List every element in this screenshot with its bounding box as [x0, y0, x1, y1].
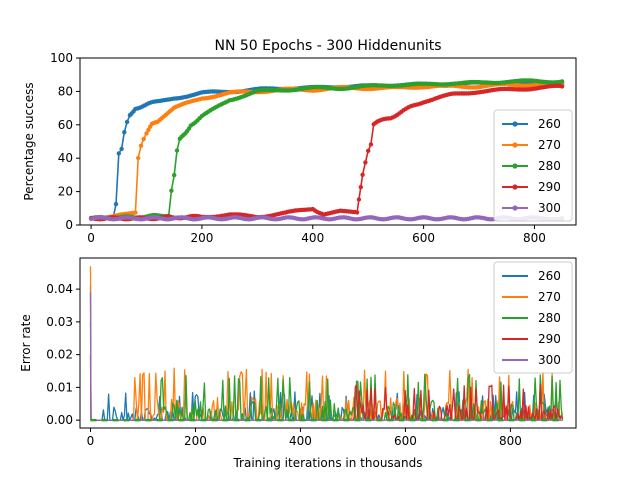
- success-legend-box: [493, 109, 573, 222]
- error-ytick-label: 0.00: [46, 413, 73, 427]
- error-legend: 260 270 280 290 300: [493, 261, 573, 374]
- error-series: [89, 266, 564, 422]
- success-point-260: [116, 151, 122, 156]
- error-xtick-label: 600: [394, 434, 417, 448]
- error-line-280: [89, 321, 564, 421]
- success-point-270: [133, 210, 138, 215]
- chart-title: NN 50 Epochs - 300 Hiddenunits: [214, 38, 441, 54]
- success-xtick-label: 400: [301, 231, 324, 245]
- success-ytick-label: 100: [50, 51, 73, 65]
- success-legend-label-280: 280: [538, 159, 561, 173]
- success-point-270: [146, 127, 151, 133]
- error-ytick-label: 0.01: [46, 380, 73, 394]
- success-ytick-label: 0: [65, 218, 73, 232]
- error-legend-label-300: 300: [538, 353, 561, 367]
- success-legend-label-290: 290: [538, 180, 561, 194]
- success-xtick-label: 800: [523, 231, 546, 245]
- success-point-270: [136, 155, 141, 161]
- success-point-260: [124, 119, 130, 125]
- error-legend-label-290: 290: [538, 332, 561, 346]
- error-ticks: 0 200 400 600 800 0.00 0.01 0.02 0.03 0.04: [46, 282, 522, 448]
- success-chart: 0 200 400 600 800 0 20 40 60 80 100 Percentage suc…: [22, 51, 577, 245]
- success-legend-marker-260: [512, 121, 518, 127]
- success-point-290: [366, 148, 371, 153]
- success-point-270: [138, 143, 144, 148]
- error-ytick-label: 0.02: [46, 348, 73, 362]
- success-point-290: [363, 160, 368, 165]
- success-axes-frame: [79, 57, 577, 226]
- success-point-290: [368, 142, 374, 147]
- success-xtick-label: 200: [190, 231, 213, 245]
- success-point-280: [174, 148, 180, 153]
- success-line-270: [91, 82, 563, 219]
- success-point-290: [360, 172, 365, 177]
- success-ylabel: Percentage success: [22, 82, 36, 200]
- success-legend-marker-300: [512, 205, 518, 211]
- success-point-290: [356, 197, 362, 202]
- error-legend-label-260: 260: [538, 269, 561, 283]
- success-point-270: [141, 136, 146, 142]
- success-point-260: [122, 130, 127, 135]
- error-ytick-label: 0.03: [46, 315, 73, 329]
- success-ytick-label: 20: [58, 185, 73, 199]
- success-xtick-label: 600: [412, 231, 435, 245]
- success-ytick-label: 80: [58, 84, 73, 98]
- success-series-290: [88, 83, 565, 222]
- success-legend-label-300: 300: [538, 201, 561, 215]
- success-legend-label-260: 260: [538, 117, 561, 131]
- error-ylabel: Error rate: [19, 314, 33, 371]
- error-legend-label-270: 270: [538, 290, 561, 304]
- success-legend-marker-270: [512, 142, 518, 148]
- success-legend-marker-290: [512, 184, 518, 190]
- success-ytick-label: 40: [58, 151, 73, 165]
- success-point-280: [169, 188, 174, 193]
- success-legend: 260 270 280 290 300: [493, 109, 573, 222]
- error-series-280: [89, 321, 564, 421]
- success-point-290: [358, 184, 363, 190]
- error-xtick-label: 800: [499, 434, 522, 448]
- success-point-280: [172, 172, 177, 178]
- error-xtick-label: 400: [289, 434, 312, 448]
- error-legend-box: [493, 261, 573, 374]
- success-point-260: [113, 201, 119, 207]
- success-point-290: [354, 210, 360, 215]
- success-xtick-label: 0: [87, 231, 95, 245]
- error-legend-label-280: 280: [538, 311, 561, 325]
- error-ytick-label: 0.04: [46, 282, 73, 296]
- success-point-270: [144, 131, 149, 136]
- error-chart: 0 200 400 600 800 0.00 0.01 0.02 0.03 0.04 Error …: [19, 257, 577, 470]
- success-line-290: [90, 85, 563, 221]
- success-point-280: [559, 79, 565, 84]
- error-xtick-label: 0: [87, 434, 95, 448]
- success-series-280: [88, 78, 565, 221]
- success-point-260: [119, 146, 124, 152]
- error-xlabel: Training iterations in thousands: [232, 456, 422, 470]
- success-series: [88, 78, 565, 222]
- success-legend-marker-280: [512, 163, 518, 169]
- error-xtick-label: 200: [184, 434, 207, 448]
- success-point-290: [559, 84, 565, 89]
- error-axes-frame: [79, 257, 577, 429]
- success-ticks: 0 200 400 600 800 0 20 40 60 80 100: [50, 51, 546, 245]
- success-ytick-label: 60: [58, 118, 73, 132]
- success-legend-label-270: 270: [538, 138, 561, 152]
- success-series-260: [88, 79, 565, 221]
